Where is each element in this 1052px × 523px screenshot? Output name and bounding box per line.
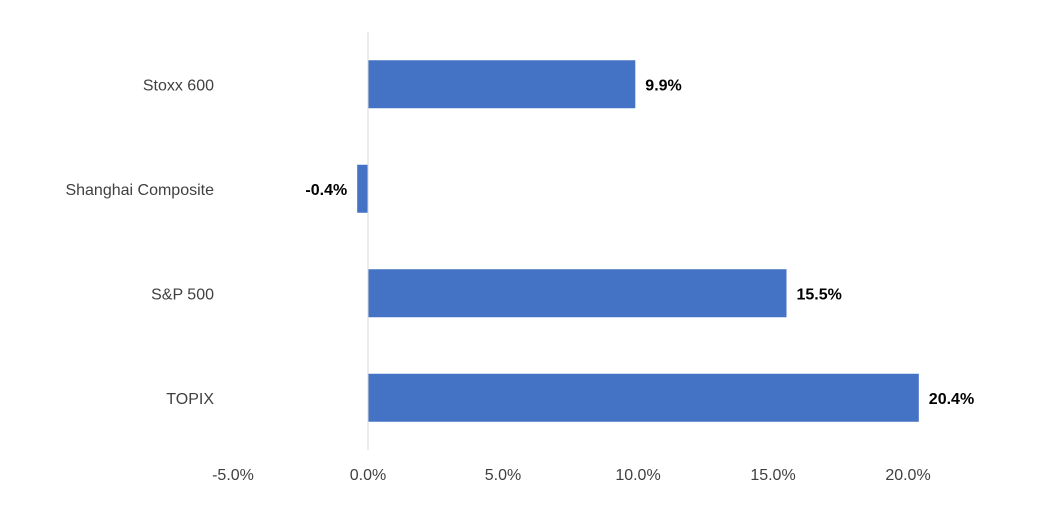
- bar: [368, 60, 636, 109]
- category-label: S&P 500: [151, 286, 214, 303]
- data-label: 9.9%: [645, 77, 681, 94]
- x-tick-label: 20.0%: [885, 467, 930, 484]
- x-tick-label: 0.0%: [350, 467, 386, 484]
- data-label: 15.5%: [797, 286, 842, 303]
- category-label: Stoxx 600: [143, 77, 214, 94]
- category-label: Shanghai Composite: [65, 182, 214, 199]
- labels-layer: Stoxx 600 9.9% Shanghai Composite -0.4% S&P …: [65, 77, 974, 484]
- bars-layer: [357, 60, 919, 422]
- x-tick-label: 10.0%: [615, 467, 660, 484]
- x-tick-label: 5.0%: [485, 467, 521, 484]
- bar: [357, 164, 368, 213]
- data-label: 20.4%: [929, 391, 974, 408]
- x-tick-label: -5.0%: [212, 467, 254, 484]
- x-tick-label: 15.0%: [750, 467, 795, 484]
- data-label: -0.4%: [305, 182, 347, 199]
- bar: [368, 269, 787, 318]
- category-label: TOPIX: [166, 391, 214, 408]
- bar: [368, 373, 919, 422]
